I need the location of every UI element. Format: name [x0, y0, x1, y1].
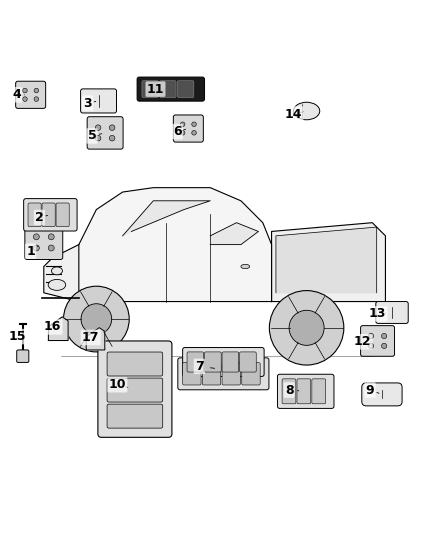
FancyBboxPatch shape	[28, 203, 41, 227]
FancyBboxPatch shape	[87, 117, 123, 149]
FancyBboxPatch shape	[202, 362, 221, 385]
FancyBboxPatch shape	[177, 80, 194, 98]
FancyBboxPatch shape	[107, 352, 162, 376]
FancyBboxPatch shape	[360, 326, 395, 356]
FancyBboxPatch shape	[312, 379, 325, 404]
Circle shape	[64, 286, 129, 352]
Circle shape	[34, 97, 39, 101]
FancyBboxPatch shape	[25, 225, 63, 260]
Circle shape	[381, 334, 387, 338]
Ellipse shape	[52, 267, 63, 275]
Text: 5: 5	[88, 130, 96, 142]
FancyBboxPatch shape	[16, 81, 46, 108]
FancyBboxPatch shape	[98, 341, 172, 437]
FancyBboxPatch shape	[240, 352, 256, 372]
FancyBboxPatch shape	[362, 383, 402, 406]
FancyBboxPatch shape	[159, 80, 176, 98]
Circle shape	[269, 290, 344, 365]
FancyBboxPatch shape	[178, 358, 269, 390]
Text: 4: 4	[12, 88, 21, 101]
FancyBboxPatch shape	[142, 80, 159, 98]
FancyBboxPatch shape	[282, 379, 296, 404]
Text: 6: 6	[173, 125, 182, 138]
Text: 15: 15	[9, 330, 26, 343]
Text: 14: 14	[285, 108, 302, 120]
Polygon shape	[210, 223, 258, 245]
FancyBboxPatch shape	[376, 302, 408, 324]
Circle shape	[368, 334, 374, 338]
Text: 9: 9	[366, 384, 374, 397]
Text: 13: 13	[369, 308, 386, 320]
Ellipse shape	[48, 279, 66, 290]
Text: 7: 7	[195, 360, 204, 373]
Ellipse shape	[293, 102, 320, 120]
FancyBboxPatch shape	[183, 348, 264, 376]
Circle shape	[34, 88, 39, 93]
FancyBboxPatch shape	[42, 203, 55, 227]
Text: 11: 11	[147, 83, 164, 95]
FancyBboxPatch shape	[205, 352, 221, 372]
Circle shape	[368, 343, 374, 349]
Circle shape	[81, 304, 112, 334]
FancyBboxPatch shape	[242, 362, 260, 385]
FancyBboxPatch shape	[222, 352, 239, 372]
Text: 1: 1	[26, 245, 35, 257]
FancyBboxPatch shape	[81, 89, 117, 113]
Text: 2: 2	[35, 211, 44, 224]
FancyBboxPatch shape	[56, 203, 69, 227]
FancyBboxPatch shape	[107, 378, 162, 402]
Circle shape	[33, 234, 39, 240]
FancyBboxPatch shape	[222, 362, 240, 385]
FancyBboxPatch shape	[187, 352, 204, 372]
Circle shape	[289, 310, 324, 345]
FancyBboxPatch shape	[297, 379, 311, 404]
Text: 8: 8	[285, 384, 293, 397]
Text: 12: 12	[354, 335, 371, 349]
Ellipse shape	[241, 264, 250, 269]
Circle shape	[110, 135, 115, 141]
Polygon shape	[86, 328, 105, 350]
Polygon shape	[79, 188, 272, 302]
Text: 10: 10	[109, 378, 126, 391]
Text: 17: 17	[82, 331, 99, 344]
Circle shape	[110, 125, 115, 131]
Circle shape	[192, 122, 196, 126]
Circle shape	[48, 234, 54, 240]
FancyBboxPatch shape	[107, 404, 162, 428]
Circle shape	[23, 97, 27, 101]
Circle shape	[381, 343, 387, 349]
Polygon shape	[272, 223, 385, 302]
Text: 3: 3	[83, 96, 92, 110]
Circle shape	[95, 125, 101, 131]
Polygon shape	[123, 201, 210, 236]
Circle shape	[192, 131, 196, 135]
FancyBboxPatch shape	[183, 362, 201, 385]
FancyBboxPatch shape	[137, 77, 205, 101]
Circle shape	[180, 131, 185, 135]
FancyBboxPatch shape	[24, 199, 77, 231]
Polygon shape	[44, 245, 79, 302]
Polygon shape	[276, 227, 377, 293]
Circle shape	[33, 245, 39, 251]
Polygon shape	[48, 317, 68, 341]
Circle shape	[180, 122, 185, 126]
FancyBboxPatch shape	[277, 374, 334, 408]
Circle shape	[23, 88, 27, 93]
FancyBboxPatch shape	[173, 115, 203, 142]
Circle shape	[95, 135, 101, 141]
Text: 16: 16	[44, 320, 61, 334]
FancyBboxPatch shape	[17, 350, 29, 362]
Circle shape	[48, 245, 54, 251]
